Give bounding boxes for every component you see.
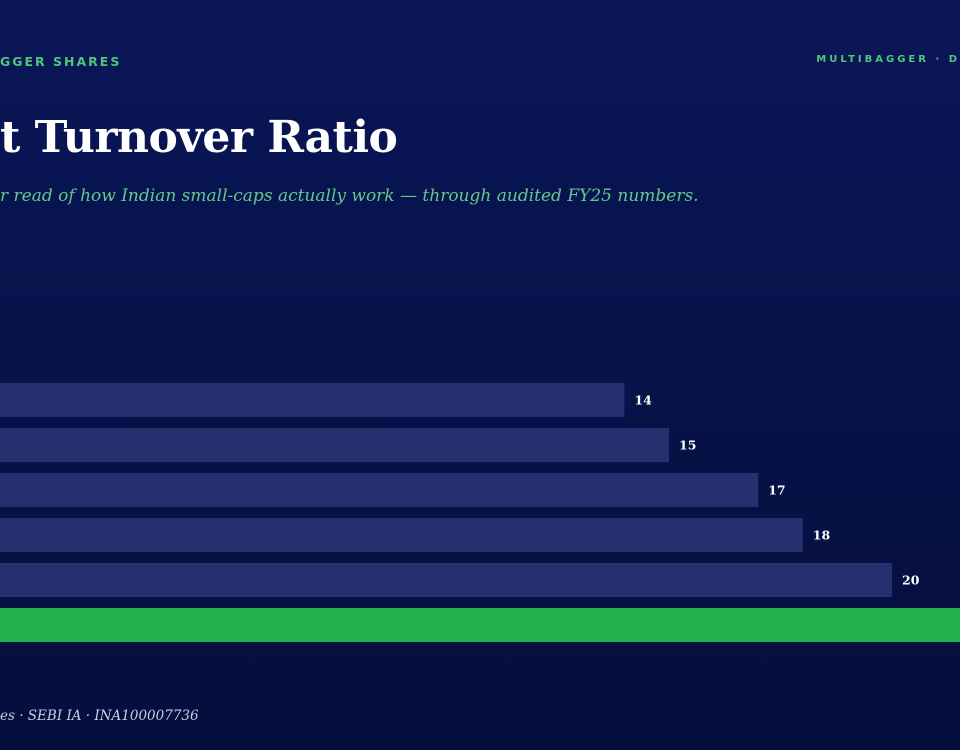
bar [0, 383, 625, 417]
bar-value-label: 20 [902, 573, 920, 588]
bar [0, 428, 669, 462]
bar-value-label: 15 [679, 438, 696, 453]
chart-subtitle: r read of how Indian small-caps actually… [0, 186, 699, 206]
bar-value-label: 14 [634, 393, 652, 408]
bar-highlight [0, 608, 960, 642]
bar [0, 473, 759, 507]
footer-disclaimer: es · SEBI IA · INA100007736 [0, 708, 199, 724]
bar-value-label: 17 [768, 483, 785, 498]
bar [0, 563, 892, 597]
chart-title: t Turnover Ratio [0, 112, 398, 163]
bar [0, 518, 803, 552]
brand-left: GGER SHARES [0, 54, 122, 69]
bar-value-label: 18 [813, 528, 831, 543]
brand-right: MULTIBAGGER · D [816, 54, 960, 65]
